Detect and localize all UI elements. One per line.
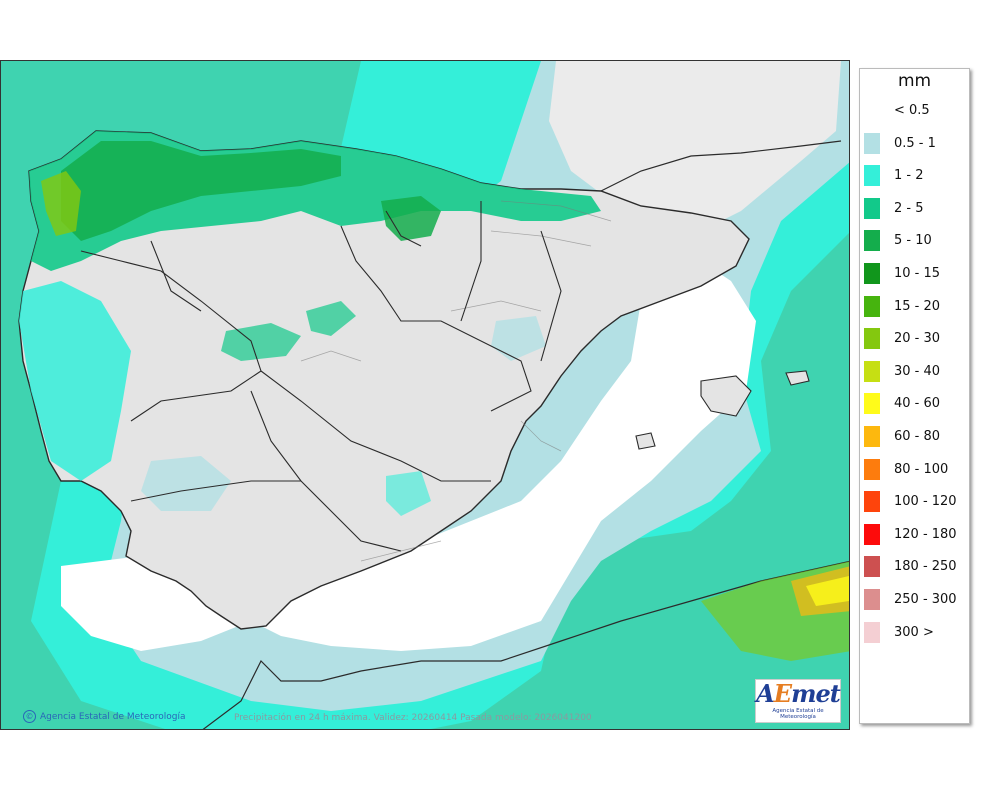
- legend-item: 60 - 80: [864, 425, 969, 447]
- legend-swatch: [864, 295, 880, 317]
- legend-item: < 0.5: [864, 99, 969, 121]
- rain-galicia-peak: [41, 171, 81, 236]
- legend-item: 10 - 15: [864, 262, 969, 284]
- rain-portugal-coast: [19, 281, 131, 481]
- legend-label: 180 - 250: [894, 559, 957, 575]
- rain-east-patch: [491, 316, 546, 361]
- legend-item: 1 - 2: [864, 164, 969, 187]
- aemet-wordmark: AEmet: [756, 679, 841, 708]
- precipitation-legend: mm < 0.5 0.5 - 1 1 - 2 2 - 5 5 - 10 10 - 15 15…: [859, 68, 970, 724]
- legend-swatch: [864, 491, 880, 513]
- rain-africa-peak-core: [806, 576, 849, 606]
- aemet-subtitle: Agencia Estatal de Meteorología: [772, 708, 824, 720]
- legend-swatch: [864, 132, 880, 154]
- legend-unit: mm: [897, 71, 932, 91]
- legend-swatch: [864, 393, 880, 415]
- legend-swatch: [864, 263, 880, 284]
- legend-label: 10 - 15: [894, 266, 941, 281]
- legend-swatch: [864, 165, 880, 187]
- aemet-logo: AEmet Agencia Estatal de Meteorología: [755, 679, 841, 723]
- credit: © Agencia Estatal de Meteorología: [23, 710, 186, 723]
- dry-sea-northeast: [549, 61, 841, 231]
- rain-andalusia-patch: [141, 456, 231, 511]
- legend-swatch: [864, 360, 880, 382]
- legend-label: 120 - 180: [894, 526, 957, 542]
- credit-text: Agencia Estatal de Meteorología: [40, 712, 186, 722]
- balearic-menorca: [785, 370, 810, 386]
- legend-item: 120 - 180: [864, 523, 969, 545]
- legend-swatch: [864, 328, 880, 350]
- rain-basque: [381, 196, 441, 241]
- legend-swatch: [864, 523, 880, 545]
- legend-label: 80 - 100: [894, 461, 949, 477]
- rain-south-patch: [386, 471, 431, 516]
- legend-item: 15 - 20: [864, 295, 969, 317]
- precipitation-map[interactable]: © Agencia Estatal de Meteorología Precipi…: [0, 60, 850, 730]
- legend-item: 2 - 5: [864, 197, 969, 219]
- rain-central-patch-2: [306, 301, 356, 336]
- legend-label: 40 - 60: [894, 396, 941, 412]
- legend-item: 20 - 30: [864, 327, 969, 350]
- legend-swatch: [864, 100, 880, 121]
- legend-swatch: [864, 556, 880, 578]
- legend-label: 30 - 40: [894, 363, 941, 379]
- legend-swatch: [864, 621, 880, 643]
- legend-label: 60 - 80: [894, 429, 941, 444]
- legend-item: 80 - 100: [864, 458, 969, 480]
- legend-label: 20 - 30: [894, 331, 941, 347]
- legend-item: 300 >: [864, 621, 969, 643]
- legend-swatch: [864, 230, 880, 252]
- legend-item: 180 - 250: [864, 555, 969, 578]
- legend-item: 40 - 60: [864, 392, 969, 415]
- legend-label: 2 - 5: [894, 200, 924, 216]
- rain-cantabria-core: [61, 141, 341, 241]
- legend-item: 250 - 300: [864, 588, 969, 610]
- balearic-mallorca: [700, 375, 752, 417]
- legend-label: 1 - 2: [894, 168, 924, 184]
- france-coast: [600, 140, 842, 192]
- legend-swatch: [864, 197, 880, 219]
- legend-label: < 0.5: [894, 103, 930, 118]
- africa-coast: [202, 560, 849, 729]
- copyright-icon: ©: [23, 710, 36, 723]
- map-canvas: [1, 61, 849, 729]
- legend-label: 5 - 10: [894, 233, 932, 249]
- legend-label: 0.5 - 1: [894, 135, 936, 151]
- legend-swatch: [864, 589, 880, 610]
- legend-swatch: [864, 426, 880, 447]
- map-footer-caption: Precipitación en 24 h máxima. Validez: 2…: [234, 713, 592, 723]
- balearic-ibiza: [635, 432, 656, 450]
- legend-swatch: [864, 458, 880, 480]
- legend-item: 100 - 120: [864, 490, 969, 513]
- legend-label: 250 - 300: [894, 592, 957, 607]
- region-borders: [80, 201, 562, 552]
- legend-item: 30 - 40: [864, 360, 969, 382]
- legend-item: 0.5 - 1: [864, 132, 969, 154]
- legend-label: 100 - 120: [894, 494, 957, 510]
- legend-item: 5 - 10: [864, 229, 969, 252]
- legend-label: 15 - 20: [894, 298, 941, 314]
- legend-label: 300 >: [894, 624, 934, 640]
